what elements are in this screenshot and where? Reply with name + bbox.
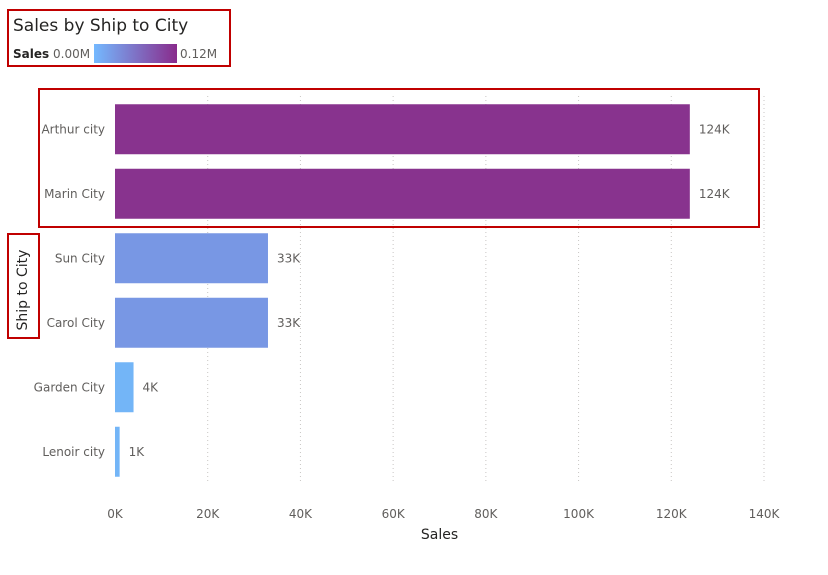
category-label: Carol City — [47, 316, 105, 330]
data-label: 33K — [277, 251, 301, 265]
category-label: Lenoir city — [42, 445, 105, 459]
highlight-box-y-axis-title — [7, 233, 40, 339]
chart-title: Sales by Ship to City — [13, 16, 188, 36]
legend-max-label: 0.12M — [180, 47, 217, 61]
bar[interactable] — [115, 233, 268, 284]
legend-min-label: 0.00M — [53, 47, 90, 61]
x-tick-label: 20K — [196, 507, 220, 521]
x-tick-label: 60K — [382, 507, 406, 521]
bar[interactable] — [115, 426, 120, 477]
category-label: Sun City — [55, 251, 105, 265]
bar[interactable] — [115, 168, 690, 219]
highlight-box-title-legend — [7, 9, 231, 67]
bar[interactable] — [115, 104, 690, 155]
data-label: 4K — [143, 380, 160, 394]
x-tick-label: 40K — [289, 507, 313, 521]
bar[interactable] — [115, 297, 268, 348]
x-axis-title: Sales — [421, 527, 458, 543]
legend-name: Sales — [13, 47, 49, 61]
data-label: 33K — [277, 316, 301, 330]
legend-gradient-bar — [94, 44, 177, 63]
x-tick-label: 0K — [107, 507, 124, 521]
x-tick-label: 80K — [474, 507, 498, 521]
x-tick-label: 100K — [563, 507, 595, 521]
bar[interactable] — [115, 362, 134, 413]
category-label: Garden City — [34, 380, 105, 394]
highlight-box-top-bars — [38, 88, 760, 228]
category-label: Marin City — [44, 187, 105, 201]
x-tick-label: 140K — [749, 507, 781, 521]
data-label: 124K — [699, 187, 731, 201]
data-label: 1K — [129, 445, 146, 459]
category-label: Arthur city — [41, 122, 105, 136]
x-tick-label: 120K — [656, 507, 688, 521]
y-axis-title: Ship to City — [15, 250, 31, 331]
data-label: 124K — [699, 122, 731, 136]
